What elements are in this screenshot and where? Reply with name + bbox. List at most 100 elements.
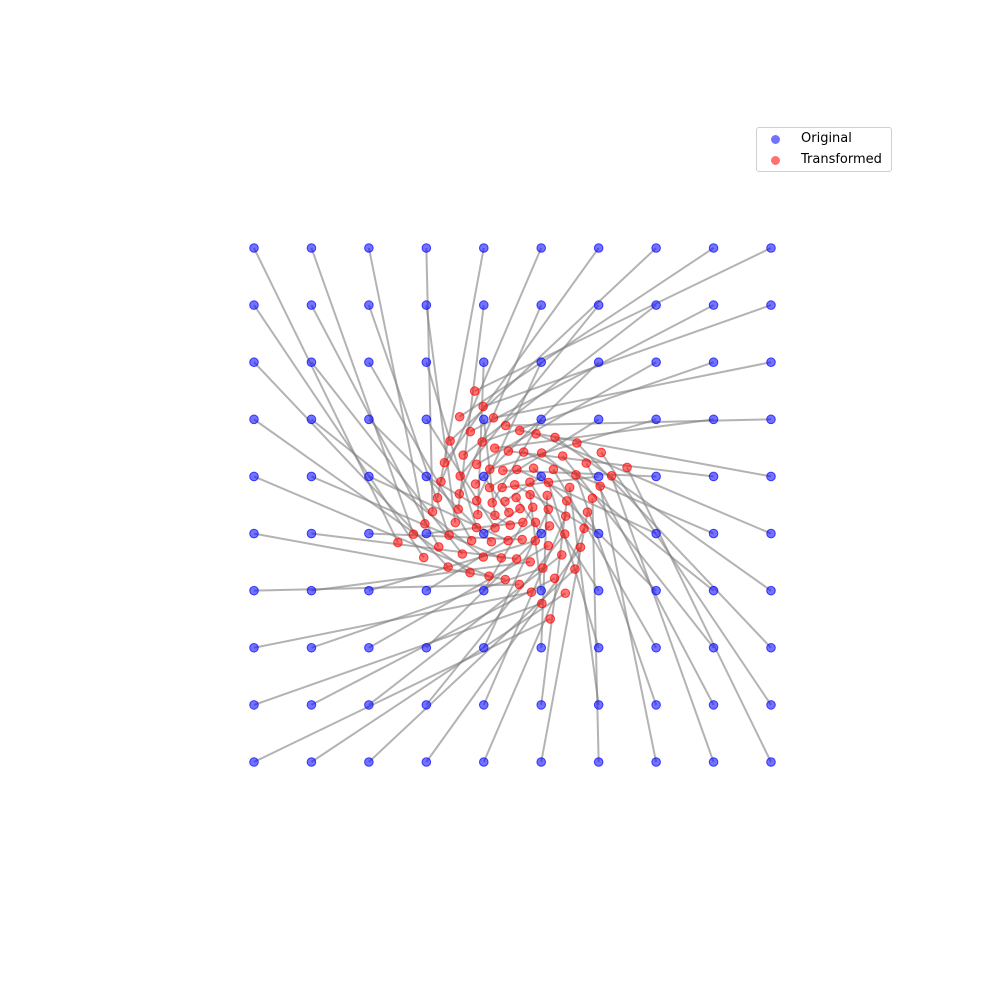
original-point [421,757,432,767]
connector-line [576,442,772,649]
original-point [536,757,547,767]
transformed-point [530,517,541,528]
original-point [421,243,432,253]
original-point [651,642,661,653]
transformed-point [514,579,525,590]
original-point [478,528,489,539]
original-point [306,528,317,539]
transformed-point [500,496,510,507]
transformed-point [432,493,443,503]
original-point [593,414,604,425]
transformed-point [572,438,582,448]
original-point [651,300,661,310]
connector-line [599,485,658,763]
transformed-point [525,557,536,567]
transformed-point [548,464,559,475]
connector-line [459,247,715,418]
original-point [478,414,489,425]
transformed-point [505,520,516,530]
transformed-point [560,511,571,521]
transformed-point [470,479,481,489]
original-point [249,471,259,482]
transformed-point [471,522,482,533]
connector-line [474,247,772,392]
transformed-point [477,437,487,447]
connector-line [519,429,772,478]
original-point [364,642,374,653]
transformed-point [443,562,453,572]
original-point [536,700,547,710]
original-point [478,585,489,596]
original-point [766,300,776,310]
transformed-point [575,542,586,553]
transformed-point [537,598,547,609]
transformed-point [500,574,511,585]
original-point [478,642,489,653]
transformed-point [454,411,465,422]
transformed-point [445,436,455,446]
transformed-point [486,536,497,547]
original-point [651,700,661,710]
connector-line [253,618,551,763]
transformed-point [489,443,500,453]
original-point [651,243,661,253]
connector-line [310,592,566,763]
original-point [478,757,489,767]
original-point [364,585,374,596]
transformed-point [527,502,538,513]
transformed-point [549,573,560,584]
transformed-point [571,470,581,480]
connector-line [610,475,715,763]
transformed-point [484,464,495,475]
transformed-point [511,554,522,564]
original-point [708,585,719,596]
connector-line [311,560,531,592]
original-point [708,700,719,710]
original-point [766,585,776,596]
transformed-point [560,588,571,599]
legend-label-original: Original [801,131,852,146]
original-point [306,414,317,425]
original-point [478,471,489,482]
transformed-point [518,447,529,457]
transformed-point [478,401,488,412]
connector-line [310,418,484,558]
transformed-point [497,482,507,493]
original-point [478,357,489,368]
original-point [249,528,259,539]
original-point [708,243,719,253]
connector-line [540,511,589,763]
transformed-point [582,507,593,517]
original-point [593,585,604,596]
original-point [766,357,776,368]
original-point [766,471,776,482]
original-point [651,757,661,767]
transformed-point [484,571,494,581]
original-point [249,243,259,253]
connector-line [253,583,520,592]
original-point [249,700,259,710]
transformed-point [469,386,480,396]
original-point [651,357,661,368]
original-point [306,471,317,482]
original-point [593,642,604,653]
original-point [249,585,259,596]
transformed-point [561,496,572,506]
transformed-point [517,534,527,545]
transformed-points [393,386,632,624]
connector-line [482,527,585,763]
transformed-point [587,493,598,504]
transformed-point [531,429,541,439]
connector-line [482,475,510,514]
original-point [766,528,776,539]
original-point [593,757,604,767]
transformed-point [536,448,547,458]
original-point [364,757,374,767]
transformed-point [581,458,592,468]
transformed-point [408,529,419,539]
legend-marker-transformed [771,156,780,165]
original-points [249,243,776,767]
original-point [421,528,432,539]
connector-line [436,247,485,499]
